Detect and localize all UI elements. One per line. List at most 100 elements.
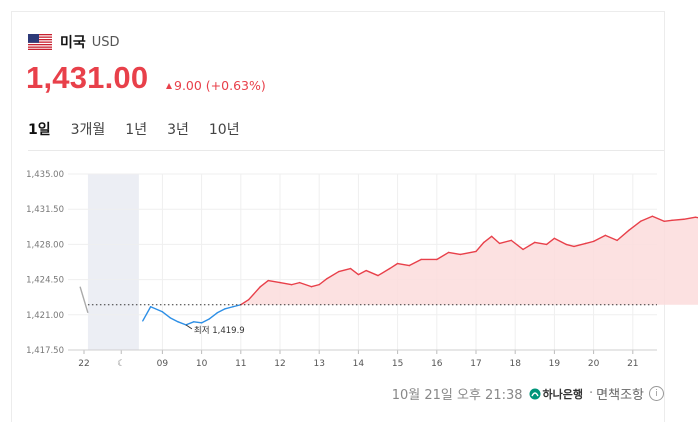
series-line-segment [185,321,195,326]
series-line-segment [616,229,630,242]
tab-1y[interactable]: 1년 [125,122,148,138]
after-hours-band [87,174,139,350]
series-line-segment [498,239,512,245]
currency-code: USD [91,34,120,50]
hana-bank-icon [529,388,541,399]
price-change: 9.00 (+0.63%) [166,78,266,93]
series-line-segment [534,241,548,246]
x-tick-label: 21 [627,359,638,369]
x-tick-label: 12 [274,359,285,369]
series-line-segment [553,237,567,246]
x-tick-label: 10 [196,359,208,369]
series-line-segment [459,250,477,256]
footer-separator: · [589,386,594,401]
series-line-segment [240,299,250,306]
x-tick-label: 20 [588,359,600,369]
series-line-segment [694,216,698,219]
series-line-segment [545,237,556,246]
provider-logo: 하나은행 [529,386,583,402]
series-line-segment [483,235,493,244]
series-line-segment [604,234,618,242]
x-tick-label: 18 [509,359,521,369]
series-line-segment [224,306,234,310]
series-line-segment [447,251,462,256]
series-line-segment [490,235,501,245]
series-line-segment [651,215,665,222]
y-tick-label: 1,424.50 [26,276,64,286]
series-line-segment [279,281,293,286]
quote-card [11,11,665,422]
series-line-segment [338,267,352,273]
series-line-segment [169,317,179,323]
tab-10y[interactable]: 10년 [208,122,240,138]
after-hours-line [79,286,89,313]
low-label: 최저 1,419.9 [194,325,245,336]
series-line-segment [389,262,399,270]
info-icon[interactable]: i [649,386,664,401]
x-tick-label: 22 [78,359,89,369]
provider-name: 하나은행 [542,387,584,401]
series-line-segment [671,218,685,221]
series-line-segment [365,269,379,277]
series-line-segment [565,243,575,248]
y-tick-label: 1,435.00 [26,170,64,180]
series-line-segment [193,321,203,324]
series-line-segment [216,308,226,314]
series-line-segment [436,251,450,261]
disclaimer-link[interactable]: 면책조항 [596,388,644,403]
series-line-segment [161,311,171,319]
x-tick-label: 14 [353,359,365,369]
tab-3m[interactable]: 3개월 [70,122,106,138]
area-fill [142,216,698,305]
currency-header: 미국 USD [28,32,120,52]
series-line-segment [247,285,262,301]
series-line-segment [149,306,164,313]
series-line-segment [349,267,360,276]
series-line-segment [573,242,587,248]
series-line-segment [267,279,281,284]
series-line-segment [208,312,218,320]
low-pointer [185,324,193,330]
x-tick-label: 11 [235,359,246,369]
series-line-segment [232,304,242,308]
tab-1d[interactable]: 1일 [28,122,51,138]
current-price: 1,431.00 [26,60,149,95]
x-tick-label: 15 [392,359,403,369]
series-line-segment [298,281,313,288]
series-line-segment [663,219,673,222]
series-line-segment [592,234,607,243]
series-line-segment [377,267,391,277]
period-tabs: 1일 3개월 1년 3년 10년 [28,119,260,139]
series-line-segment [142,306,152,322]
series-line-segment [259,279,269,288]
x-tick-label: 13 [313,359,324,369]
x-tick-label: 19 [549,359,561,369]
y-tick-label: 1,421.00 [26,311,64,321]
series-line-segment [177,321,187,326]
series-line-segment [510,239,524,251]
us-flag-icon [28,34,52,50]
series-line-segment [310,283,320,288]
series-line-segment [683,216,697,220]
tab-3y[interactable]: 3년 [167,122,189,138]
series-line-segment [408,258,422,267]
x-tick-label: 17 [470,359,481,369]
y-tick-label: 1,431.50 [26,205,64,215]
series-line-segment [326,270,340,280]
x-tick-label: 16 [431,359,443,369]
moon-icon: ☾ [117,359,125,369]
series-line-segment [396,262,411,267]
y-tick-label: 1,417.50 [26,346,64,356]
series-line-segment [585,240,595,245]
y-tick-label: 1,428.00 [26,240,64,250]
price-change-value: 9.00 (+0.63%) [174,78,266,93]
footer: 10월 21일 오후 21:38 하나은행 · 면책조항 i [392,384,664,403]
timestamp: 10월 21일 오후 21:38 [391,388,523,403]
up-arrow-icon [166,82,172,89]
series-line-segment [475,241,485,253]
tabs-divider [28,150,664,151]
series-line-segment [291,281,301,286]
series-line-segment [522,241,536,251]
series-line-segment [200,318,211,324]
